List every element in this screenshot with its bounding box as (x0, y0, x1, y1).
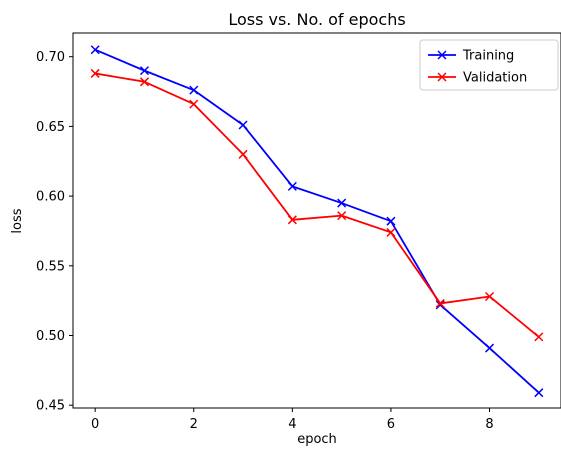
data-point-validation (238, 149, 248, 159)
series-validation (90, 68, 544, 342)
data-point-validation (484, 291, 495, 302)
legend-items: Training Validation (428, 49, 527, 86)
series-training (90, 45, 544, 398)
data-point-validation (139, 77, 150, 87)
x-tick-label: 2 (190, 417, 198, 432)
data-point-training (238, 120, 248, 130)
data-point-training (534, 388, 544, 398)
legend-item-training: Training (428, 49, 514, 64)
x-tick-label: 6 (387, 417, 395, 432)
data-point-validation (189, 99, 199, 109)
y-tick-label: 0.45 (36, 399, 65, 414)
data-point-validation (337, 211, 347, 221)
data-point-training (337, 198, 347, 208)
series-line-training (94, 48, 540, 394)
data-point-validation (534, 332, 544, 342)
data-point-validation (386, 227, 396, 237)
y-tick-label: 0.65 (36, 120, 65, 135)
plot-frame (72, 32, 561, 409)
data-point-validation (90, 68, 100, 78)
legend: Training Validation (419, 39, 559, 91)
y-tick-label: 0.50 (36, 329, 65, 344)
x-axis: 0 2 4 6 8 (91, 408, 494, 432)
data-point-training (90, 45, 100, 55)
legend-item-validation: Validation (428, 71, 527, 86)
data-point-training (139, 66, 150, 76)
y-axis-label: loss (10, 208, 25, 233)
legend-marker (437, 50, 447, 60)
y-tick-label: 0.60 (36, 190, 65, 205)
series-line-validation (95, 72, 540, 338)
x-tick-label: 0 (91, 417, 99, 432)
legend-label: Training (462, 49, 514, 64)
data-point-validation (435, 298, 445, 308)
legend-label: Validation (463, 71, 527, 86)
data-point-training (189, 85, 199, 95)
data-point-training (287, 181, 297, 191)
y-tick-label: 0.55 (36, 259, 65, 274)
chart-title: Loss vs. No. of epochs (228, 10, 405, 29)
y-axis: 0.45 0.50 0.55 0.60 0.65 0.70 (36, 50, 73, 414)
legend-marker (437, 72, 447, 82)
data-point-training (484, 343, 495, 353)
x-tick-label: 4 (288, 417, 296, 432)
data-point-validation (287, 215, 297, 225)
data-point-training (386, 216, 396, 226)
x-tick-label: 8 (485, 417, 493, 432)
series-layer (90, 45, 544, 398)
x-axis-label: epoch (297, 432, 337, 447)
y-tick-label: 0.70 (36, 50, 65, 65)
